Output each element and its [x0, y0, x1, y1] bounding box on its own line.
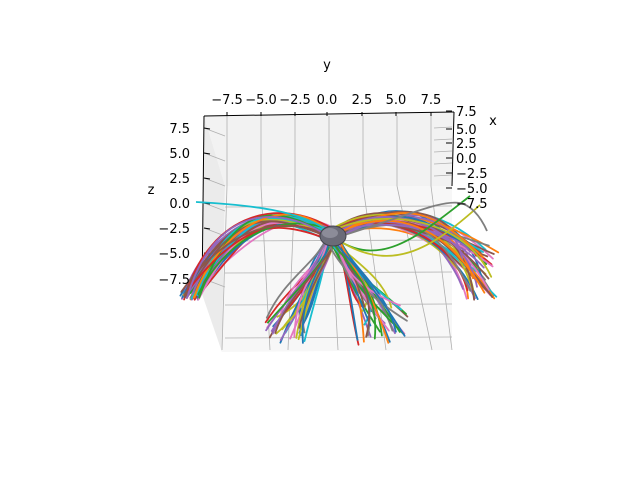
central-sphere [319, 225, 347, 247]
y-tick-label: 0.0 [317, 93, 338, 108]
grid-line-floor [328, 185, 339, 351]
trajectory-outlier [195, 201, 331, 233]
x-tick-label: 0.0 [456, 152, 477, 167]
z-tick-mark [203, 227, 211, 230]
trajectory-lower-right [326, 239, 408, 322]
x-tick-label: −2.5 [456, 167, 488, 182]
z-tick-mark [203, 152, 211, 155]
trajectory-upper-left [192, 213, 331, 299]
y-tick-label: 7.5 [421, 93, 442, 108]
x-tick-label: −5.0 [456, 182, 488, 197]
trajectory-lower-left [265, 234, 330, 319]
trajectory-upper-right [326, 218, 493, 278]
z-tick-label: 2.5 [169, 172, 190, 187]
x-tick-label: 7.5 [456, 105, 477, 120]
grid-line-floor [221, 185, 228, 351]
x-axis-line [451, 111, 455, 187]
z-tick-label: 7.5 [169, 122, 190, 137]
grid-line-floor [430, 185, 453, 351]
trajectory-outlier [334, 201, 488, 239]
trajectory-upper-right [330, 223, 471, 253]
x-axis-label: x [489, 114, 497, 129]
y-tick-label: 2.5 [352, 93, 373, 108]
y-tick-label: −5.0 [245, 93, 277, 108]
grid-line-floor-h [224, 336, 453, 339]
grid-line-left [203, 152, 226, 162]
y-tick-label: 5.0 [386, 93, 407, 108]
grid-line-left [203, 177, 226, 187]
trajectory-lower-right [337, 235, 390, 344]
trajectory-upper-left [186, 215, 328, 299]
trajectory-upper-right [331, 214, 464, 262]
z-axis-label: z [148, 183, 155, 198]
z-tick-label: −7.5 [158, 273, 190, 288]
z-tick-mark [203, 177, 211, 180]
grid-line-left [203, 127, 226, 137]
x-tick-label: −7.5 [456, 197, 488, 212]
grid-line-right [433, 138, 453, 141]
z-tick-label: 5.0 [169, 147, 190, 162]
trajectory-lines [179, 195, 500, 346]
y-axis-line [203, 111, 455, 117]
grid-line-floor-h [224, 303, 453, 306]
trajectory-upper-left [183, 212, 337, 301]
grid-line-floor-h [224, 205, 453, 208]
grid-line-left [203, 202, 226, 212]
trajectory-upper-right [329, 212, 484, 258]
trajectory-lower-right [332, 239, 406, 337]
grid-line-right [433, 174, 453, 177]
y-tick-label: −7.5 [211, 93, 243, 108]
z-tick-label: −5.0 [158, 247, 190, 262]
grid-line-floor-h [224, 271, 453, 274]
y-axis-label: y [323, 58, 331, 73]
z-tick-label: −2.5 [158, 222, 190, 237]
y-tick-label: −2.5 [279, 93, 311, 108]
tick-labels: −7.5 −5.0 −2.5 0.0 2.5 5.0 7.57.55.02.50.0−2.5… [158, 93, 487, 288]
left-pane [202, 116, 225, 352]
x-tick-label: 2.5 [456, 137, 477, 152]
z-tick-label: 0.0 [169, 197, 190, 212]
trajectory-upper-right [332, 219, 486, 294]
trajectory-outlier [334, 204, 481, 257]
grid-line-right [433, 126, 453, 129]
x-tick-label: 5.0 [456, 123, 477, 138]
grid-line-right [433, 150, 453, 153]
z-tick-mark [203, 127, 211, 130]
grid-line-right [433, 162, 453, 165]
